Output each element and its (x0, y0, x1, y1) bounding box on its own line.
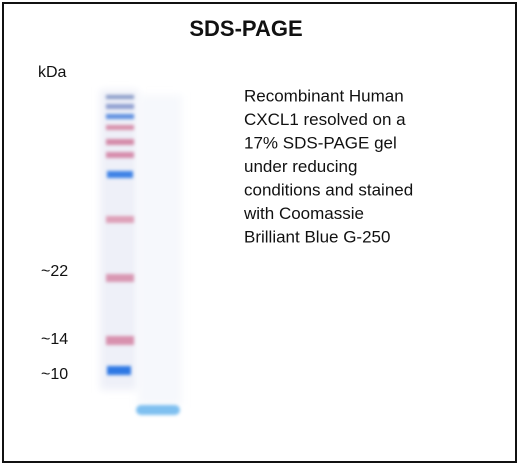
band (107, 366, 131, 375)
unit-label: kDa (38, 64, 67, 81)
band (106, 152, 134, 158)
frame (2, 2, 517, 463)
description-line: Recombinant Human (244, 86, 404, 105)
sample-lane (138, 95, 182, 405)
description: Recombinant Human CXCL1 resolved on a 17% … (243, 86, 413, 246)
band (106, 216, 134, 223)
band (107, 171, 133, 178)
gel-lanes (100, 90, 182, 405)
marker-label: ~10 (41, 366, 68, 383)
ladder-bands (106, 95, 180, 415)
marker-label: ~14 (41, 331, 68, 348)
description-line: under reducing (244, 157, 357, 176)
description-line: CXCL1 resolved on a (244, 110, 406, 129)
band (106, 336, 134, 345)
band (106, 114, 134, 119)
title: SDS-PAGE (189, 16, 302, 41)
description-line: Brilliant Blue G-250 (244, 227, 390, 246)
description-line: 17% SDS-PAGE gel (244, 133, 397, 152)
band (106, 139, 134, 145)
marker-label: ~22 (41, 263, 68, 280)
band (106, 104, 134, 109)
band (106, 125, 134, 130)
band (106, 274, 134, 282)
description-line: conditions and stained (244, 180, 413, 199)
description-line: with Coomassie (243, 204, 364, 223)
sample-band (136, 405, 180, 415)
band (106, 95, 134, 99)
